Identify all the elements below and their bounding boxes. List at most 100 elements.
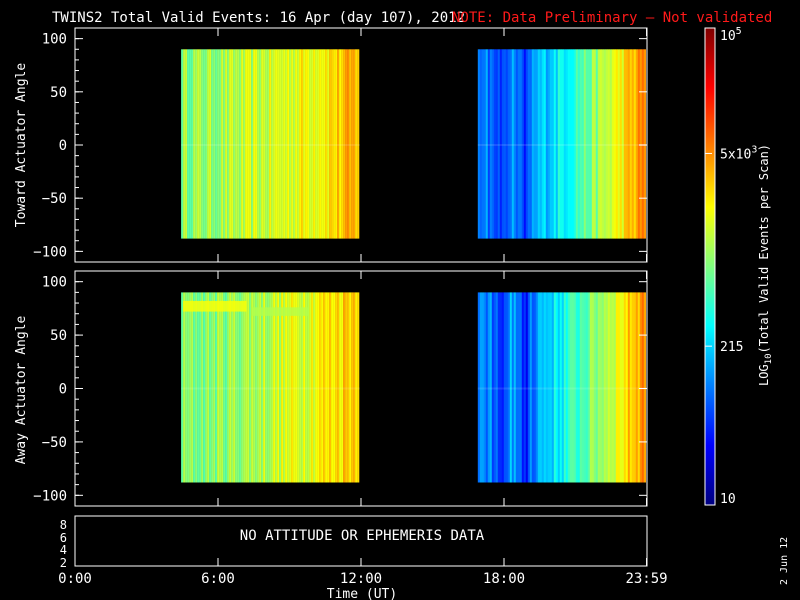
time-bin xyxy=(517,292,520,483)
time-bin xyxy=(329,49,332,239)
time-bin xyxy=(191,292,194,483)
time-bin xyxy=(587,49,590,239)
time-bin xyxy=(631,49,634,239)
time-bin xyxy=(533,292,536,483)
time-bin xyxy=(251,49,254,239)
time-bin xyxy=(593,49,596,239)
time-bin xyxy=(257,292,260,483)
time-bin xyxy=(205,49,208,239)
time-bin xyxy=(519,49,522,239)
time-bin xyxy=(523,49,526,239)
time-bin xyxy=(287,292,290,483)
time-bin xyxy=(335,292,338,483)
toward-ylabel: Toward Actuator Angle xyxy=(14,63,29,228)
time-bin xyxy=(209,292,212,483)
time-bin xyxy=(249,49,252,239)
time-bin xyxy=(479,49,482,239)
data-segment xyxy=(181,49,360,239)
time-bin xyxy=(247,49,250,239)
zero-angle-streak xyxy=(181,387,360,390)
time-bin xyxy=(191,49,194,239)
time-bin xyxy=(281,292,284,483)
eph-ytick: 2 xyxy=(60,556,67,570)
time-bin xyxy=(185,292,188,483)
time-bin xyxy=(217,49,220,239)
time-bin xyxy=(243,292,246,483)
time-bin xyxy=(565,49,568,239)
time-bin xyxy=(643,292,646,483)
time-bin xyxy=(349,49,352,239)
time-bin xyxy=(641,292,644,483)
time-bin xyxy=(489,292,492,483)
time-bin xyxy=(323,49,326,239)
high-angle-band xyxy=(251,307,309,316)
time-bin xyxy=(493,49,496,239)
time-bin xyxy=(601,49,604,239)
time-bin xyxy=(551,49,554,239)
time-bin xyxy=(285,49,288,239)
time-bin xyxy=(547,49,550,239)
time-bin xyxy=(211,292,214,483)
time-bin xyxy=(217,292,220,483)
time-bin xyxy=(333,292,336,483)
time-bin xyxy=(227,49,230,239)
high-angle-band xyxy=(183,300,247,312)
time-bin xyxy=(331,49,334,239)
time-bin xyxy=(515,49,518,239)
time-bin xyxy=(553,49,556,239)
time-bin xyxy=(311,49,314,239)
time-bin xyxy=(241,292,244,483)
time-bin xyxy=(333,49,336,239)
time-bin xyxy=(297,49,300,239)
time-bin xyxy=(513,292,516,483)
time-bin xyxy=(563,49,566,239)
time-bin xyxy=(187,49,190,239)
time-bin xyxy=(585,49,588,239)
time-bin xyxy=(549,49,552,239)
time-bin xyxy=(515,292,518,483)
colorbar-tick-label: 215 xyxy=(720,340,743,355)
ytick-label: 0 xyxy=(59,382,67,398)
time-bin xyxy=(219,49,222,239)
time-bin xyxy=(619,292,622,483)
time-bin xyxy=(213,49,216,239)
ytick-label: −100 xyxy=(33,488,67,504)
time-bin xyxy=(643,49,646,239)
time-bin xyxy=(203,49,206,239)
no-ephemeris-message: NO ATTITUDE OR EPHEMERIS DATA xyxy=(240,528,485,544)
time-bin xyxy=(581,292,584,483)
time-bin xyxy=(561,49,564,239)
time-bin xyxy=(545,49,548,239)
time-bin xyxy=(223,292,226,483)
time-bin xyxy=(349,292,352,483)
eph-ytick: 4 xyxy=(60,543,67,557)
ytick-label: −100 xyxy=(33,244,67,260)
time-bin xyxy=(525,292,528,483)
time-bin xyxy=(591,49,594,239)
time-bin xyxy=(291,292,294,483)
time-bin xyxy=(357,49,360,239)
zero-angle-streak xyxy=(477,144,647,146)
time-bin xyxy=(525,49,528,239)
colorbar-label: LOG10(Total Valid Events per Scan) xyxy=(757,144,774,386)
time-bin xyxy=(203,292,206,483)
time-bin xyxy=(549,292,552,483)
time-bin xyxy=(255,292,258,483)
time-bin xyxy=(557,292,560,483)
time-bin xyxy=(199,49,202,239)
time-bin xyxy=(183,49,186,239)
time-bin xyxy=(491,292,494,483)
time-bin xyxy=(537,49,540,239)
time-bin xyxy=(505,292,508,483)
time-bin xyxy=(257,49,260,239)
time-bin xyxy=(623,292,626,483)
time-bin xyxy=(239,49,242,239)
time-bin xyxy=(189,49,192,239)
time-bin xyxy=(599,292,602,483)
time-bin xyxy=(499,49,502,239)
time-bin xyxy=(613,49,616,239)
time-bin xyxy=(553,292,556,483)
time-bin xyxy=(621,49,624,239)
time-bin xyxy=(341,49,344,239)
time-bin xyxy=(567,292,570,483)
